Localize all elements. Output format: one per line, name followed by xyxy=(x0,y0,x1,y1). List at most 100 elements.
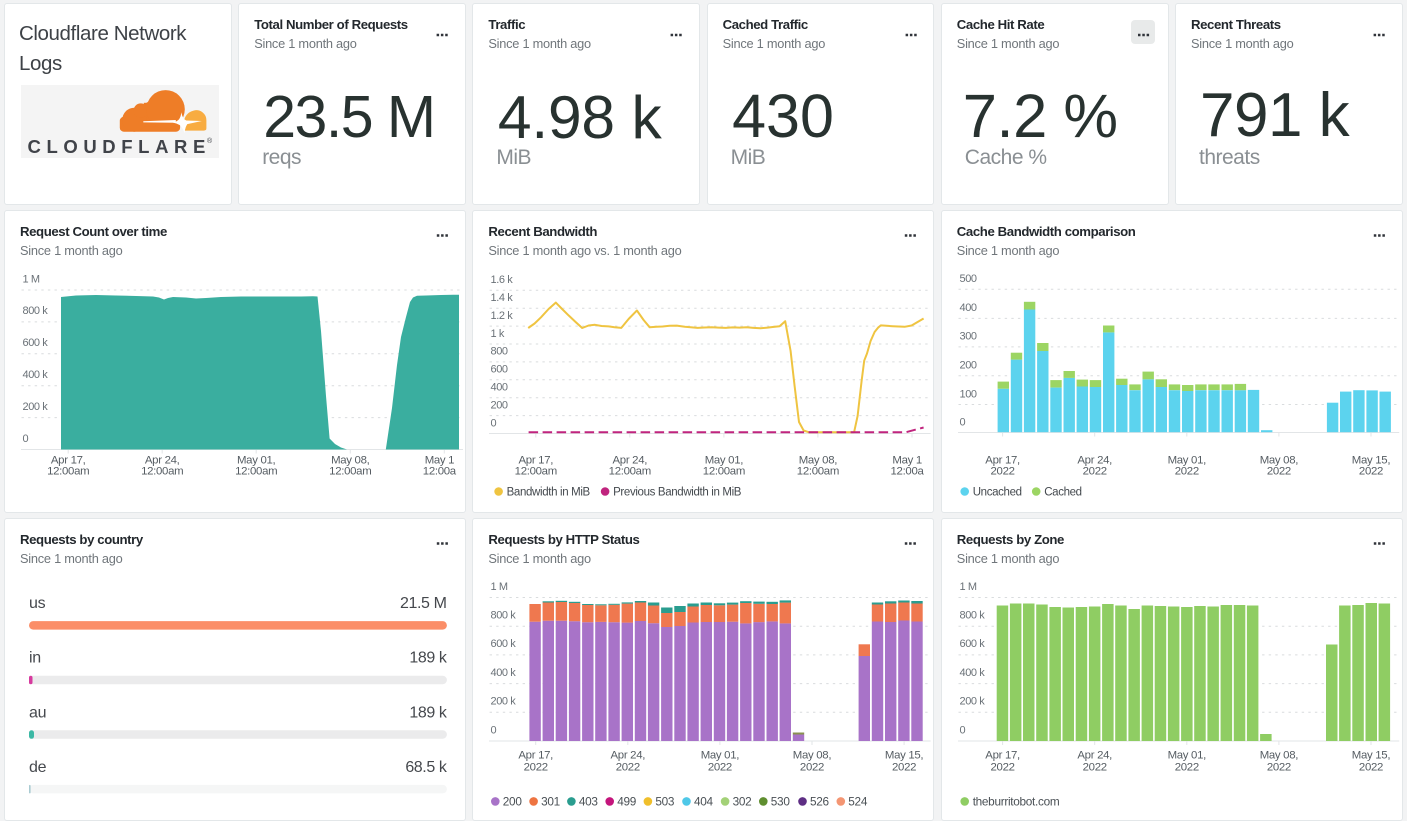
svg-text:Apr 24,: Apr 24, xyxy=(613,454,648,466)
svg-text:2022: 2022 xyxy=(708,762,732,774)
svg-text:2022: 2022 xyxy=(990,466,1014,478)
svg-text:200 k: 200 k xyxy=(491,696,517,708)
svg-text:200: 200 xyxy=(491,399,508,411)
svg-text:800: 800 xyxy=(491,346,508,358)
svg-text:Bandwidth in MiB: Bandwidth in MiB xyxy=(507,487,591,499)
svg-text:May 08,: May 08, xyxy=(1259,749,1298,761)
svg-text:2022: 2022 xyxy=(1175,466,1199,478)
svg-text:au: au xyxy=(29,704,46,721)
svg-text:2022: 2022 xyxy=(1359,466,1383,478)
svg-text:600 k: 600 k xyxy=(959,638,985,650)
svg-text:12:00am: 12:00am xyxy=(797,466,839,478)
svg-text:12:00am: 12:00am xyxy=(515,466,557,478)
svg-text:503: 503 xyxy=(656,795,676,809)
svg-text:Apr 17,: Apr 17, xyxy=(519,749,554,761)
svg-text:2022: 2022 xyxy=(1359,762,1383,774)
svg-text:200: 200 xyxy=(959,360,976,372)
svg-text:500: 500 xyxy=(959,273,976,285)
svg-text:May 01,: May 01, xyxy=(701,749,740,761)
svg-text:0: 0 xyxy=(959,724,965,736)
svg-text:2022: 2022 xyxy=(1267,466,1291,478)
svg-text:Cached: Cached xyxy=(1044,487,1082,499)
svg-text:2022: 2022 xyxy=(1267,762,1291,774)
svg-text:12:00am: 12:00am xyxy=(329,466,371,478)
svg-text:800 k: 800 k xyxy=(491,610,517,622)
svg-text:2022: 2022 xyxy=(1082,466,1106,478)
svg-text:68.5 k: 68.5 k xyxy=(405,759,448,776)
svg-text:us: us xyxy=(29,595,46,612)
svg-text:200 k: 200 k xyxy=(959,696,985,708)
svg-text:302: 302 xyxy=(733,795,752,809)
svg-text:12:00am: 12:00am xyxy=(235,466,277,478)
svg-text:12:00am: 12:00am xyxy=(703,466,745,478)
svg-text:2022: 2022 xyxy=(892,762,916,774)
svg-text:0: 0 xyxy=(491,417,497,429)
svg-text:12:00am: 12:00am xyxy=(141,466,183,478)
svg-text:12:00am: 12:00am xyxy=(47,466,89,478)
svg-text:May 1: May 1 xyxy=(425,454,455,466)
svg-text:300: 300 xyxy=(959,331,976,343)
svg-text:12:00a: 12:00a xyxy=(891,466,925,478)
svg-text:0: 0 xyxy=(491,724,497,736)
svg-text:May 01,: May 01, xyxy=(237,454,276,466)
svg-text:1.4 k: 1.4 k xyxy=(491,292,514,304)
svg-text:526: 526 xyxy=(810,795,830,809)
svg-text:Apr 24,: Apr 24, xyxy=(145,454,180,466)
svg-text:May 15,: May 15, xyxy=(1352,454,1391,466)
svg-text:May 15,: May 15, xyxy=(1352,749,1391,761)
svg-text:theburritobot.com: theburritobot.com xyxy=(972,795,1059,809)
svg-text:Previous Bandwidth in MiB: Previous Bandwidth in MiB xyxy=(613,487,742,499)
svg-text:1 M: 1 M xyxy=(959,581,976,593)
svg-text:®: ® xyxy=(207,137,213,145)
svg-text:524: 524 xyxy=(849,795,869,809)
svg-text:Apr 17,: Apr 17, xyxy=(985,749,1020,761)
svg-text:May 08,: May 08, xyxy=(793,749,832,761)
svg-text:499: 499 xyxy=(618,795,637,809)
svg-text:600 k: 600 k xyxy=(23,337,49,349)
svg-text:600 k: 600 k xyxy=(491,638,517,650)
svg-text:400 k: 400 k xyxy=(959,667,985,679)
svg-text:800 k: 800 k xyxy=(959,610,985,622)
svg-text:200 k: 200 k xyxy=(23,401,49,413)
svg-text:0: 0 xyxy=(959,416,965,428)
svg-text:403: 403 xyxy=(579,795,599,809)
svg-text:Apr 17,: Apr 17, xyxy=(985,454,1020,466)
svg-text:1 M: 1 M xyxy=(491,581,508,593)
svg-text:May 1: May 1 xyxy=(893,454,923,466)
svg-text:Apr 24,: Apr 24, xyxy=(1077,749,1112,761)
svg-text:404: 404 xyxy=(694,795,714,809)
svg-text:2022: 2022 xyxy=(616,762,640,774)
svg-text:2022: 2022 xyxy=(524,762,548,774)
svg-text:800 k: 800 k xyxy=(23,305,49,317)
svg-text:0: 0 xyxy=(23,433,29,445)
svg-text:301: 301 xyxy=(541,795,560,809)
svg-text:May 08,: May 08, xyxy=(331,454,370,466)
svg-text:1.6 k: 1.6 k xyxy=(491,274,514,286)
svg-text:12:00a: 12:00a xyxy=(423,466,457,478)
svg-text:1 M: 1 M xyxy=(23,273,40,285)
svg-text:2022: 2022 xyxy=(1082,762,1106,774)
svg-text:189 k: 189 k xyxy=(409,704,448,721)
svg-text:May 01,: May 01, xyxy=(1167,749,1206,761)
svg-text:de: de xyxy=(29,759,47,776)
svg-text:2022: 2022 xyxy=(800,762,824,774)
svg-text:May 01,: May 01, xyxy=(1167,454,1206,466)
svg-text:Apr 17,: Apr 17, xyxy=(519,454,554,466)
svg-text:Apr 17,: Apr 17, xyxy=(51,454,86,466)
svg-text:Uncached: Uncached xyxy=(972,487,1021,499)
svg-text:400: 400 xyxy=(491,382,508,394)
svg-text:Apr 24,: Apr 24, xyxy=(1077,454,1112,466)
svg-text:in: in xyxy=(29,650,41,667)
svg-text:1.2 k: 1.2 k xyxy=(491,310,514,322)
svg-text:May 08,: May 08, xyxy=(799,454,838,466)
svg-text:12:00am: 12:00am xyxy=(609,466,651,478)
svg-text:100: 100 xyxy=(959,388,976,400)
svg-text:2022: 2022 xyxy=(990,762,1014,774)
svg-text:530: 530 xyxy=(771,795,791,809)
svg-text:200: 200 xyxy=(503,795,523,809)
svg-text:Apr 24,: Apr 24, xyxy=(611,749,646,761)
svg-text:May 08,: May 08, xyxy=(1259,454,1298,466)
svg-text:600: 600 xyxy=(491,364,508,376)
svg-text:CLOUDFLARE: CLOUDFLARE xyxy=(28,136,211,157)
svg-text:2022: 2022 xyxy=(1175,762,1199,774)
